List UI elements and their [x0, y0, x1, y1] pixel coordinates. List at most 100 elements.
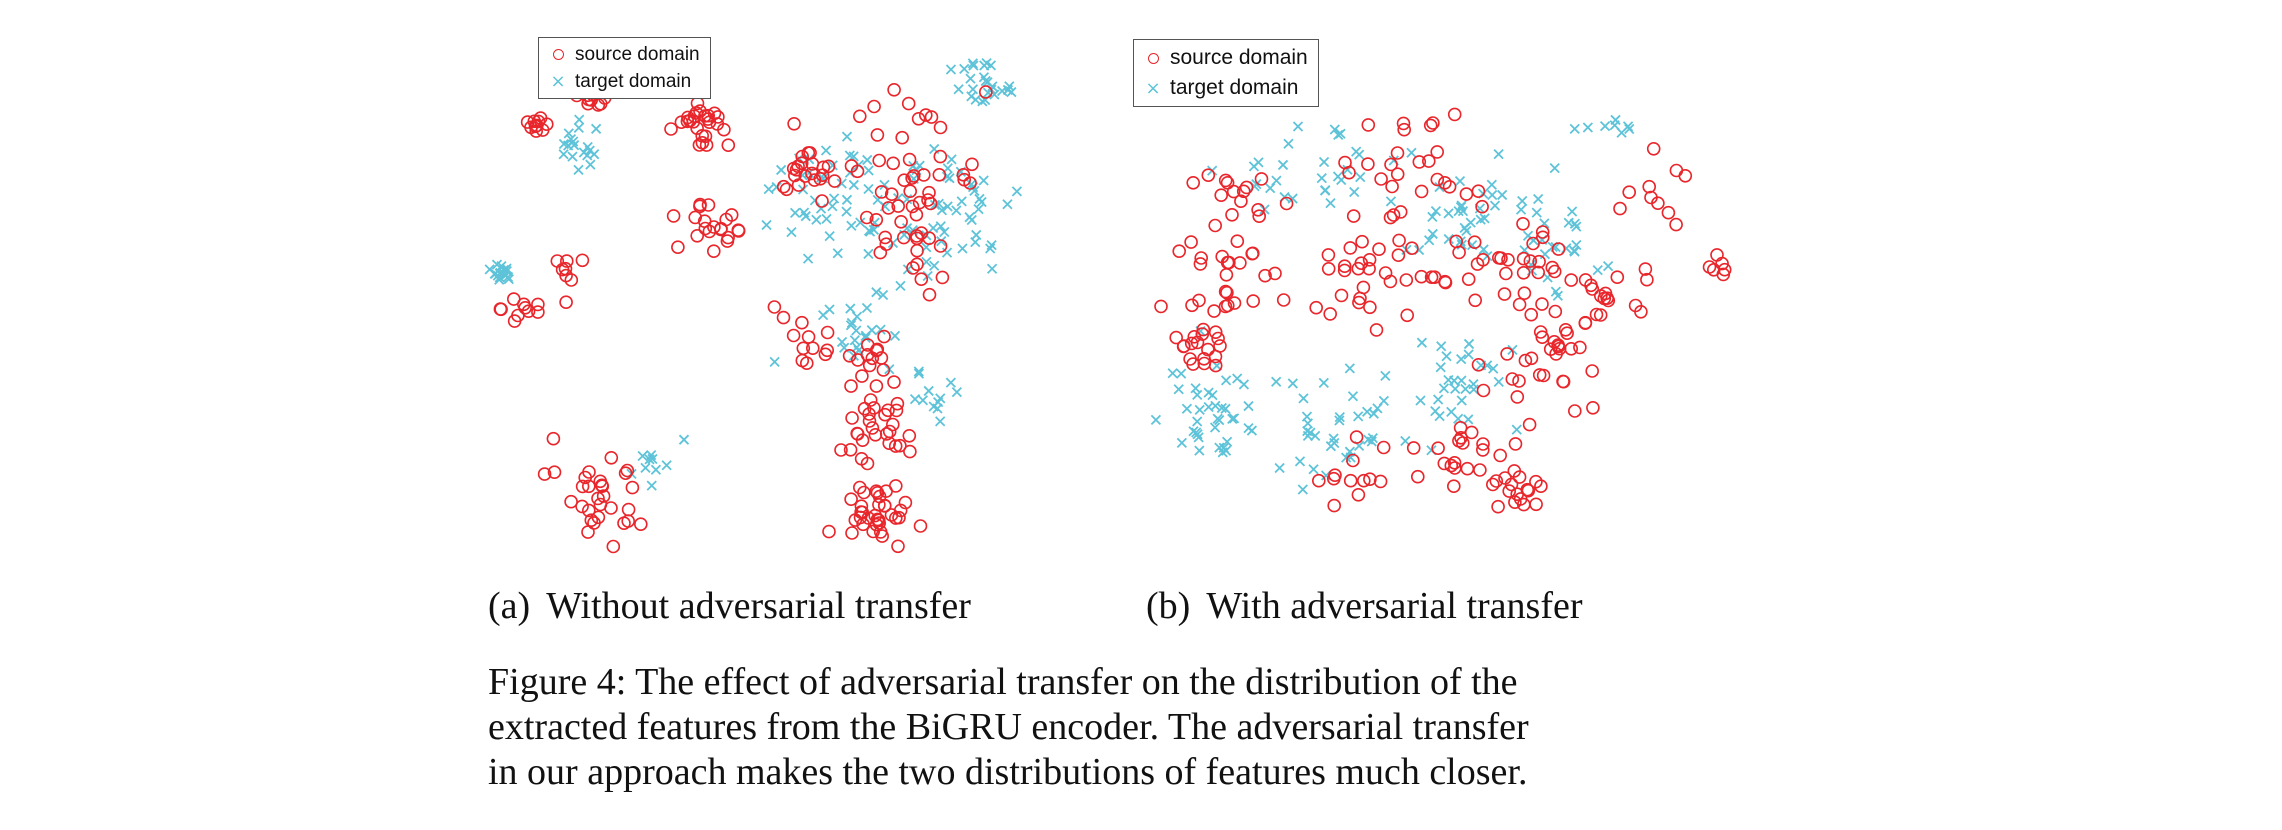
source-domain-point [1397, 122, 1412, 137]
source-domain-point [1328, 468, 1342, 483]
source-domain-point [798, 169, 813, 183]
source-domain-point [866, 524, 881, 539]
target-domain-point [590, 123, 602, 134]
source-domain-point [867, 401, 881, 415]
source-domain-point [1461, 272, 1476, 286]
source-domain-point [1362, 261, 1376, 276]
subcaption-a-title: Without adversarial transfer [546, 585, 971, 627]
source-domain-point [879, 237, 894, 251]
target-domain-point [1533, 193, 1544, 205]
target-domain-point [1592, 264, 1603, 276]
source-domain-point [887, 82, 901, 97]
source-domain-point [1702, 260, 1717, 274]
target-domain-point [1463, 338, 1475, 350]
source-domain-point [707, 244, 721, 258]
source-domain-point [844, 159, 859, 173]
target-domain-point [1531, 207, 1542, 218]
source-domain-point [634, 517, 648, 532]
source-domain-point [1383, 210, 1398, 225]
source-domain-point [618, 466, 633, 481]
source-domain-point [795, 353, 810, 368]
source-domain-point [874, 185, 889, 199]
source-domain-point [1252, 209, 1266, 223]
source-domain-point [1214, 188, 1228, 202]
target-domain-point [851, 311, 863, 322]
source-domain-point [1184, 336, 1199, 351]
source-domain-point [1507, 464, 1522, 478]
source-domain-point [690, 229, 704, 243]
target-domain-point [1298, 393, 1309, 404]
source-domain-point [843, 442, 858, 457]
source-domain-point [1534, 479, 1548, 494]
source-domain-point [1517, 286, 1532, 301]
source-domain-point [1192, 293, 1206, 308]
target-domain-point [1220, 403, 1231, 414]
source-domain-point [933, 120, 948, 135]
source-domain-point [701, 108, 715, 123]
target-domain-point [563, 128, 574, 139]
source-domain-point [575, 253, 590, 268]
source-domain-point [1535, 225, 1550, 239]
target-domain-point [877, 289, 889, 301]
target-domain-point [1460, 383, 1471, 395]
source-domain-point [578, 470, 592, 485]
source-domain-point [1393, 205, 1408, 219]
source-domain-point [535, 123, 550, 137]
source-domain-point [801, 330, 816, 344]
target-domain-point [1173, 384, 1184, 395]
source-domain-point [905, 171, 919, 185]
legend-a-target: × target domain [547, 68, 700, 95]
target-domain-point [875, 324, 886, 335]
source-domain-point [724, 208, 739, 222]
source-domain-point [921, 193, 935, 207]
source-domain-point [1578, 315, 1593, 330]
source-domain-point [918, 108, 933, 122]
source-domain-point [848, 513, 863, 527]
target-domain-point [1308, 464, 1319, 475]
source-domain-point [1532, 368, 1547, 382]
target-domain-point [871, 287, 882, 298]
source-domain-point [1186, 176, 1200, 190]
target-domain-point [935, 416, 946, 427]
circle-marker-icon [547, 41, 569, 68]
source-domain-point [933, 239, 948, 253]
source-domain-point [1523, 254, 1538, 268]
target-domain-point [1287, 378, 1298, 389]
source-domain-point [1717, 262, 1732, 277]
source-domain-point [870, 342, 885, 357]
target-domain-point [1372, 403, 1383, 414]
target-domain-point [1207, 390, 1218, 401]
target-domain-point [966, 214, 977, 226]
target-domain-point [845, 303, 856, 314]
target-domain-point [574, 114, 585, 125]
source-domain-point [1444, 458, 1459, 473]
source-domain-point [1543, 342, 1558, 357]
source-domain-point [621, 502, 636, 517]
source-domain-point [1172, 244, 1186, 258]
source-domain-point [869, 379, 884, 393]
source-domain-point [1431, 441, 1445, 456]
target-domain-point [1432, 394, 1444, 405]
source-domain-point [893, 503, 908, 518]
source-domain-point [1169, 330, 1183, 345]
target-domain-point [1271, 175, 1282, 186]
source-domain-point [911, 112, 926, 126]
target-domain-point [1443, 233, 1454, 245]
target-domain-point [973, 203, 984, 215]
source-domain-point [1201, 168, 1216, 182]
source-domain-point [869, 484, 884, 499]
target-domain-point [763, 184, 774, 195]
source-domain-point [965, 157, 979, 172]
subcaption-a-tag: (a) [488, 585, 531, 627]
target-domain-point [956, 196, 967, 207]
target-domain-point [1416, 337, 1428, 348]
target-domain-point [1329, 124, 1340, 135]
target-domain-point [846, 220, 857, 231]
target-domain-point [936, 236, 947, 247]
source-domain-point [1236, 184, 1251, 199]
source-domain-point [1187, 329, 1202, 344]
target-domain-point [1221, 436, 1233, 447]
source-domain-point [1430, 172, 1445, 187]
target-domain-point [1368, 408, 1379, 419]
source-domain-point [1356, 280, 1371, 295]
